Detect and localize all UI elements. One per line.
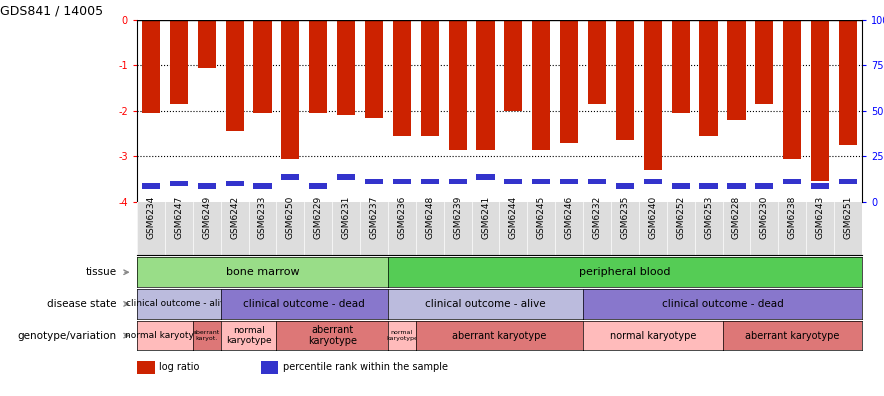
Text: aberrant
karyotype: aberrant karyotype <box>308 325 356 346</box>
Text: normal karyotype: normal karyotype <box>125 331 205 340</box>
Bar <box>505 179 522 184</box>
Bar <box>365 179 383 184</box>
Bar <box>448 20 467 150</box>
Bar <box>783 20 801 159</box>
Bar <box>281 174 300 180</box>
Text: clinical outcome - dead: clinical outcome - dead <box>243 299 365 309</box>
Bar <box>254 183 271 189</box>
Bar <box>755 20 774 104</box>
Bar <box>616 183 634 189</box>
Bar <box>532 20 551 150</box>
Text: clinical outcome - alive: clinical outcome - alive <box>425 299 545 309</box>
Bar <box>170 20 188 104</box>
Text: aberrant karyotype: aberrant karyotype <box>453 331 546 341</box>
Bar <box>225 181 244 187</box>
Bar <box>198 183 216 189</box>
Bar <box>337 20 355 116</box>
Bar <box>448 179 467 184</box>
Text: clinical outcome - dead: clinical outcome - dead <box>661 299 783 309</box>
Bar <box>365 20 383 118</box>
Bar <box>755 183 774 189</box>
Bar <box>699 183 718 189</box>
Text: GDS841 / 14005: GDS841 / 14005 <box>0 4 103 17</box>
Text: aberrant karyotype: aberrant karyotype <box>745 331 840 341</box>
Bar <box>616 20 634 141</box>
Bar <box>421 179 438 184</box>
Bar <box>142 20 160 113</box>
Bar <box>392 179 411 184</box>
Text: log ratio: log ratio <box>159 362 200 373</box>
Bar <box>309 20 327 113</box>
Bar <box>839 179 857 184</box>
Bar <box>505 20 522 111</box>
Text: peripheral blood: peripheral blood <box>579 267 671 277</box>
Text: normal
karyotype: normal karyotype <box>386 330 418 341</box>
Text: normal karyotype: normal karyotype <box>610 331 696 341</box>
Bar <box>811 20 829 181</box>
Text: percentile rank within the sample: percentile rank within the sample <box>283 362 448 373</box>
Text: genotype/variation: genotype/variation <box>18 331 117 341</box>
Bar <box>672 183 690 189</box>
Bar <box>281 20 300 159</box>
Text: aberrant
karyot.: aberrant karyot. <box>193 330 220 341</box>
Bar <box>644 20 662 170</box>
Bar <box>811 183 829 189</box>
Text: disease state: disease state <box>47 299 117 309</box>
Bar <box>421 20 438 136</box>
Bar <box>198 20 216 68</box>
Bar <box>225 20 244 131</box>
Bar <box>839 20 857 145</box>
Bar <box>170 181 188 187</box>
Bar <box>254 20 271 113</box>
Bar <box>560 179 578 184</box>
Bar <box>476 20 494 150</box>
Bar <box>337 174 355 180</box>
Bar <box>309 183 327 189</box>
Bar <box>728 183 745 189</box>
Bar <box>699 20 718 136</box>
Text: tissue: tissue <box>86 267 117 277</box>
Text: normal
karyotype: normal karyotype <box>225 326 271 345</box>
Bar <box>142 183 160 189</box>
Bar <box>644 179 662 184</box>
Text: bone marrow: bone marrow <box>225 267 300 277</box>
Bar <box>783 179 801 184</box>
Text: clinical outcome - alive: clinical outcome - alive <box>126 299 232 308</box>
Bar <box>476 174 494 180</box>
Bar <box>137 361 155 374</box>
Bar <box>728 20 745 120</box>
Bar <box>261 361 278 374</box>
Bar <box>532 179 551 184</box>
Bar <box>588 179 606 184</box>
Bar <box>392 20 411 136</box>
Bar <box>560 20 578 143</box>
Bar <box>672 20 690 113</box>
Bar <box>588 20 606 104</box>
